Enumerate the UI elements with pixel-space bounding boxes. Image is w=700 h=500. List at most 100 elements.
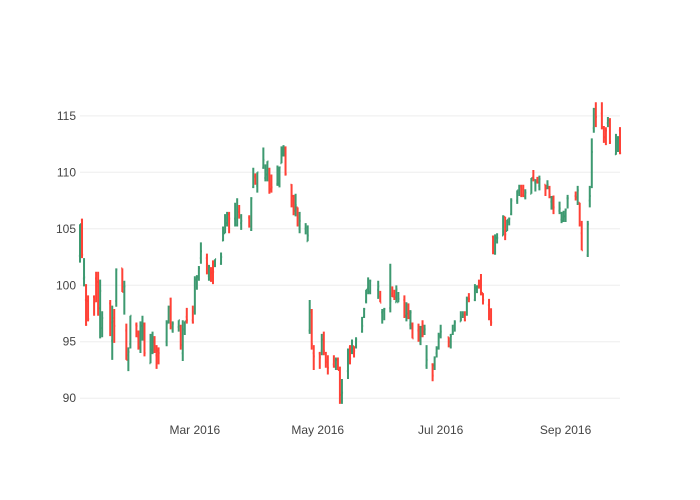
ohlc-bar-increasing xyxy=(592,107,595,133)
ohlc-bar-increasing xyxy=(141,315,144,341)
ohlc-bar-decreasing xyxy=(600,102,603,130)
ohlc-bar-decreasing xyxy=(407,303,410,320)
ohlc-bar-decreasing xyxy=(84,284,88,326)
ohlc-bar-decreasing xyxy=(97,271,100,316)
ohlc-bar-increasing xyxy=(381,308,384,324)
ohlc-bar-decreasing xyxy=(185,307,188,324)
ohlc-bar-increasing xyxy=(475,285,479,294)
ohlc-bar-decreasing xyxy=(137,330,140,350)
ohlc-bar-increasing xyxy=(264,164,267,182)
ohlc-bar-increasing xyxy=(308,299,311,334)
ohlc-bar-decreasing xyxy=(467,293,470,303)
ohlc-bar-decreasing xyxy=(479,273,483,296)
x-tick-label: May 2016 xyxy=(291,423,344,437)
ohlc-bar-decreasing xyxy=(254,173,257,185)
ohlc-bar-increasing xyxy=(439,324,442,339)
ohlc-bar-increasing xyxy=(495,233,499,244)
ohlc-bar-increasing xyxy=(473,284,477,302)
ohlc-bar-decreasing xyxy=(481,292,485,305)
ohlc-bar-decreasing xyxy=(80,218,84,259)
ohlc-bar-increasing xyxy=(346,348,350,380)
ohlc-bar-increasing xyxy=(614,133,618,156)
ohlc-bar-increasing xyxy=(306,225,309,243)
ohlc-bar-decreasing xyxy=(205,253,209,275)
ohlc-bar-increasing xyxy=(101,311,104,338)
ohlc-bar-decreasing xyxy=(292,194,295,216)
ohlc-bar-decreasing xyxy=(153,336,156,354)
ohlc-bar-increasing xyxy=(320,333,323,356)
ohlc-bar-increasing xyxy=(377,280,380,299)
ohlc-bar-increasing xyxy=(367,277,370,295)
ohlc-bar-increasing xyxy=(534,179,537,192)
ohlc-bar-increasing xyxy=(199,242,202,264)
ohlc-bar-decreasing xyxy=(268,167,271,194)
ohlc-bar-decreasing xyxy=(463,311,466,322)
ohlc-bar-increasing xyxy=(459,311,462,323)
ohlc-bar-increasing xyxy=(256,171,259,193)
ohlc-bar-increasing xyxy=(340,379,344,404)
ohlc-bar-decreasing xyxy=(348,345,352,365)
ohlc-bar-increasing xyxy=(151,331,154,355)
ohlc-bar-increasing xyxy=(276,165,279,186)
gridlines xyxy=(80,115,620,399)
ohlc-bar-increasing xyxy=(550,196,553,210)
ohlc-bar-increasing xyxy=(183,320,186,335)
ohlc-bar-increasing xyxy=(409,310,412,330)
ohlc-bar-increasing xyxy=(127,347,130,372)
ohlc-bar-increasing xyxy=(433,356,436,370)
ohlc-bar-decreasing xyxy=(421,320,424,338)
ohlc-bar-decreasing xyxy=(155,345,158,369)
ohlc-bar-increasing xyxy=(397,292,400,304)
y-tick-label: 105 xyxy=(56,222,76,236)
ohlc-bar-increasing xyxy=(139,321,142,354)
ohlc-bar-increasing xyxy=(234,202,237,227)
ohlc-bar-increasing xyxy=(502,215,505,237)
ohlc-bar-increasing xyxy=(524,189,527,200)
ohlc-bar-increasing xyxy=(278,166,281,188)
ohlc-bar-increasing xyxy=(493,234,497,255)
ohlc-bar-increasing xyxy=(266,160,269,182)
ohlc-bar-decreasing xyxy=(228,211,231,234)
ohlc-bar-decreasing xyxy=(86,295,90,322)
ohlc-bar-increasing xyxy=(449,333,452,349)
ohlc-bar-decreasing xyxy=(544,183,547,197)
ohlc-bar-decreasing xyxy=(578,201,581,227)
ohlc-bar-decreasing xyxy=(312,345,315,370)
ohlc-bar-increasing xyxy=(282,145,285,157)
ohlc-bar-decreasing xyxy=(602,125,605,143)
ohlc-bar-increasing xyxy=(576,185,579,206)
ohlc-bar-increasing xyxy=(560,211,563,224)
ohlc-bar-increasing xyxy=(250,197,253,232)
ohlc-bar-increasing xyxy=(177,319,180,332)
ohlc-bar-increasing xyxy=(566,194,569,209)
ohlc-bar-increasing xyxy=(389,263,392,313)
y-tick-label: 100 xyxy=(56,278,76,292)
ohlc-bar-decreasing xyxy=(324,351,327,368)
ohlc-bar-decreasing xyxy=(284,146,287,176)
ohlc-bar-decreasing xyxy=(391,286,394,298)
ohlc-bar-decreasing xyxy=(352,345,356,358)
ohlc-bar-decreasing xyxy=(604,127,607,146)
ohlc-bar-increasing xyxy=(165,320,168,347)
ohlc-bar-decreasing xyxy=(338,366,342,404)
ohlc-bar-decreasing xyxy=(411,322,414,340)
ohlc-bar-decreasing xyxy=(608,118,612,145)
ohlc-bar-increasing xyxy=(419,325,422,346)
ohlc-bar-increasing xyxy=(435,346,438,358)
ohlc-bar-increasing xyxy=(221,226,225,242)
ohlc-bar-increasing xyxy=(538,175,541,191)
ohlc-bar-decreasing xyxy=(489,308,493,326)
ohlc-bar-decreasing xyxy=(431,363,434,382)
ohlc-bar-increasing xyxy=(508,217,511,226)
ohlc-bar-decreasing xyxy=(477,279,481,289)
ohlc-bar-decreasing xyxy=(238,205,241,219)
ohlc-bar-decreasing xyxy=(310,308,313,350)
ohlc-bar-decreasing xyxy=(95,271,98,303)
ohlc-bar-increasing xyxy=(123,280,126,315)
ohlc-bar-increasing xyxy=(207,264,211,281)
ohlc-bar-decreasing xyxy=(179,324,182,350)
ohlc-bar-decreasing xyxy=(93,295,96,316)
ohlc-bar-decreasing xyxy=(135,322,138,338)
ohlc-bar-increasing xyxy=(350,339,354,355)
